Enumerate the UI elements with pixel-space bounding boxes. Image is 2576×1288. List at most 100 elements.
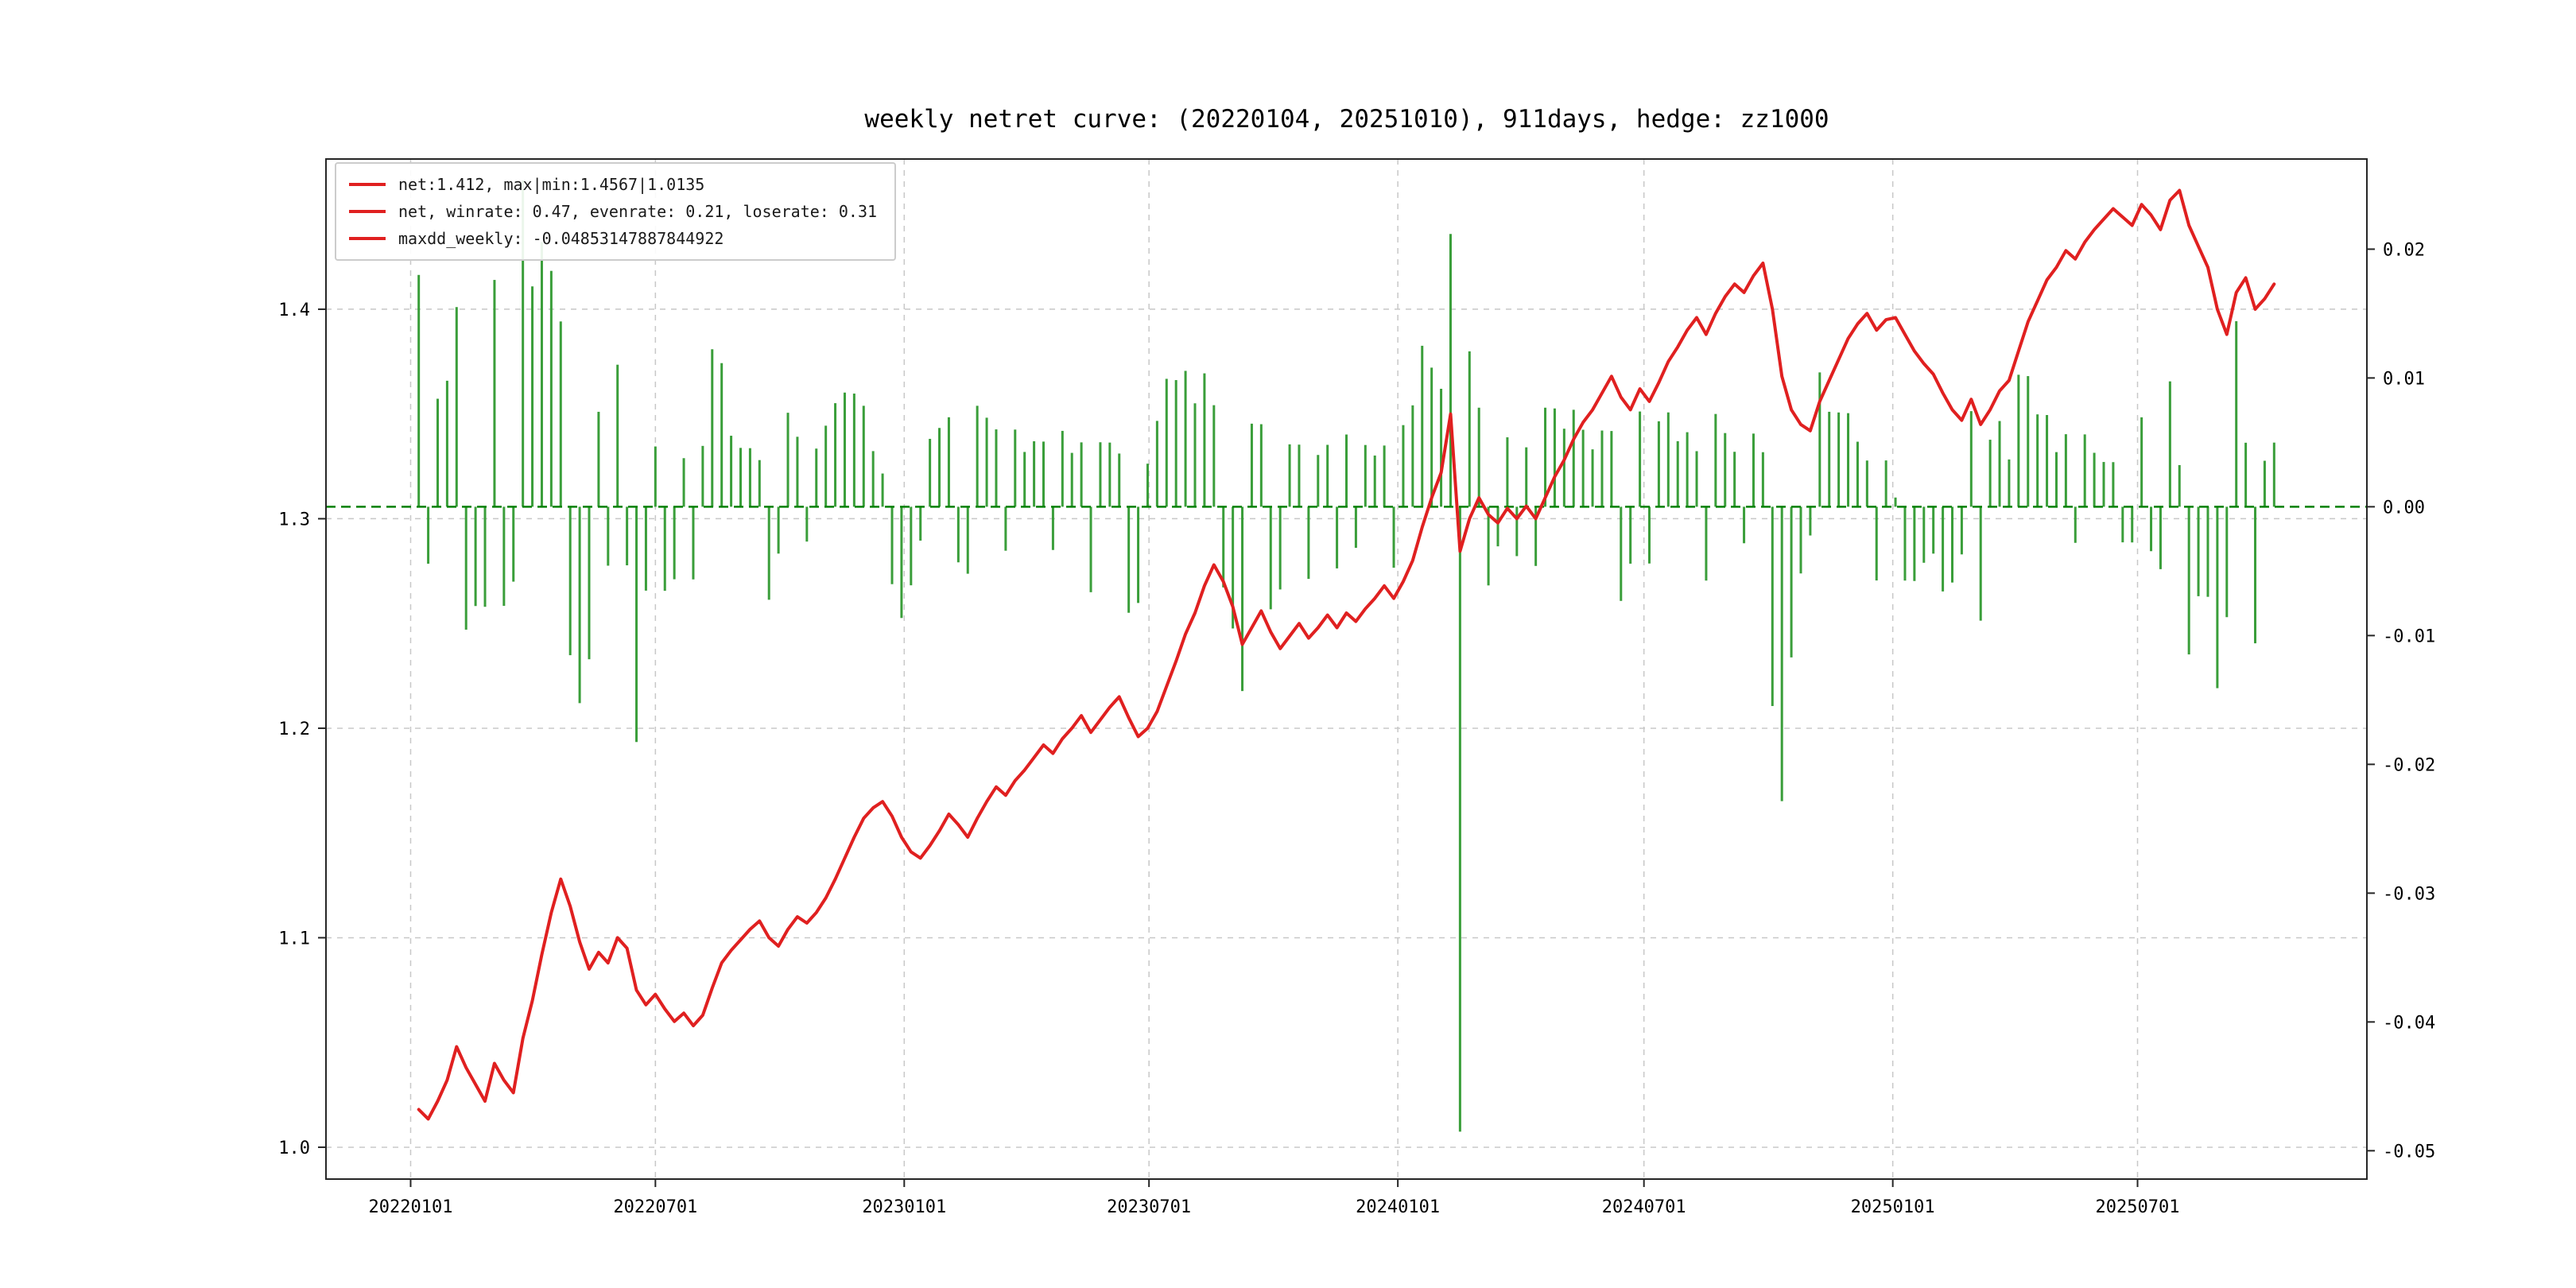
weekly-return-bar bbox=[1336, 506, 1339, 568]
x-tick-label: 20220101 bbox=[368, 1197, 452, 1217]
weekly-return-bar bbox=[2093, 452, 2096, 507]
weekly-return-bar bbox=[436, 398, 439, 507]
weekly-return-bar bbox=[1809, 506, 1812, 536]
weekly-return-bar bbox=[1534, 506, 1538, 566]
weekly-return-bar bbox=[1752, 433, 1755, 507]
weekly-return-bar bbox=[635, 506, 638, 743]
weekly-return-bar bbox=[938, 428, 941, 507]
weekly-return-bar bbox=[890, 506, 894, 584]
weekly-return-bar bbox=[843, 392, 846, 507]
y-right-tick-label: -0.04 bbox=[2383, 1013, 2435, 1033]
y-right-tick-label: 0.02 bbox=[2383, 240, 2425, 260]
weekly-return-bar bbox=[1487, 506, 1490, 586]
legend-item-maxdd: maxdd_weekly: -0.04853147887844922 bbox=[349, 229, 877, 248]
weekly-return-bar bbox=[1743, 506, 1746, 544]
weekly-return-bar bbox=[910, 506, 913, 586]
weekly-return-bar bbox=[1714, 413, 1717, 507]
weekly-return-bar bbox=[2206, 506, 2209, 597]
weekly-return-bar bbox=[2244, 442, 2248, 507]
weekly-return-bar bbox=[711, 349, 714, 507]
weekly-return-bar bbox=[1610, 431, 1613, 507]
weekly-return-bar bbox=[1392, 506, 1395, 568]
weekly-return-bar bbox=[1449, 234, 1452, 507]
weekly-return-bar bbox=[654, 446, 657, 507]
weekly-return-bar bbox=[929, 438, 932, 507]
weekly-return-bar bbox=[815, 448, 818, 507]
weekly-return-bar bbox=[1127, 506, 1131, 613]
weekly-return-bar bbox=[824, 425, 828, 507]
weekly-return-bar bbox=[1837, 412, 1841, 507]
weekly-return-bar bbox=[1165, 378, 1168, 507]
weekly-return-bar bbox=[2074, 506, 2077, 543]
weekly-return-bar bbox=[1639, 411, 1642, 507]
weekly-return-bar bbox=[1865, 460, 1868, 507]
weekly-return-bar bbox=[1856, 441, 1859, 507]
weekly-return-bar bbox=[2187, 506, 2190, 655]
weekly-return-bar bbox=[1383, 445, 1386, 507]
weekly-return-bar bbox=[1951, 506, 1954, 583]
weekly-return-bar bbox=[597, 411, 600, 507]
y-right-tick-label: -0.03 bbox=[2383, 884, 2435, 904]
legend-winrate-label: net, winrate: 0.47, evenrate: 0.21, lose… bbox=[398, 202, 878, 221]
weekly-return-bar bbox=[2131, 506, 2134, 543]
weekly-return-bar bbox=[1232, 506, 1235, 629]
weekly-return-bar bbox=[1241, 506, 1244, 692]
weekly-return-bar bbox=[663, 506, 666, 592]
weekly-return-bar bbox=[1629, 506, 1632, 564]
weekly-return-bar bbox=[1875, 506, 1878, 581]
weekly-return-bar bbox=[493, 280, 496, 507]
weekly-return-bar bbox=[852, 394, 855, 507]
y-left-tick-label: 1.0 bbox=[278, 1139, 310, 1158]
weekly-return-bar bbox=[682, 458, 685, 507]
weekly-return-bar bbox=[1250, 423, 1253, 507]
weekly-return-bar bbox=[2168, 381, 2171, 507]
weekly-return-bar bbox=[1942, 506, 1945, 592]
weekly-return-bar bbox=[2225, 506, 2229, 618]
weekly-return-bar bbox=[834, 403, 837, 507]
weekly-return-bar bbox=[1666, 412, 1670, 507]
weekly-return-bar bbox=[1969, 411, 1973, 507]
weekly-return-bar bbox=[1023, 452, 1026, 507]
weekly-return-bar bbox=[2008, 459, 2011, 507]
weekly-return-bar bbox=[2121, 506, 2124, 543]
weekly-return-bar bbox=[985, 417, 988, 507]
weekly-return-bar bbox=[1326, 444, 1329, 507]
weekly-return-bar bbox=[1724, 433, 1727, 507]
weekly-return-bar bbox=[1686, 432, 1689, 507]
weekly-return-bar bbox=[1421, 345, 1424, 507]
weekly-return-bar bbox=[1932, 506, 1935, 554]
weekly-return-bar bbox=[2140, 417, 2143, 507]
weekly-return-bar bbox=[786, 413, 789, 507]
weekly-return-bar bbox=[1137, 506, 1140, 603]
weekly-return-bar bbox=[777, 506, 780, 554]
weekly-return-bar bbox=[871, 451, 875, 507]
weekly-return-bar bbox=[417, 274, 421, 507]
weekly-return-bar bbox=[1222, 506, 1225, 588]
weekly-return-bar bbox=[1761, 452, 1764, 507]
weekly-return-bar bbox=[1544, 407, 1547, 507]
weekly-return-bar bbox=[2017, 374, 2020, 507]
weekly-return-bar bbox=[1080, 442, 1083, 507]
weekly-return-bar bbox=[644, 506, 647, 591]
weekly-return-bar bbox=[1468, 351, 1471, 507]
x-tick-label: 20250101 bbox=[1851, 1197, 1935, 1217]
weekly-return-bar bbox=[1212, 405, 1216, 507]
y-right-tick-label: -0.02 bbox=[2383, 755, 2435, 775]
weekly-return-bar bbox=[881, 473, 884, 507]
weekly-return-bar bbox=[1298, 444, 1301, 507]
weekly-return-bar bbox=[2150, 506, 2153, 552]
weekly-return-bar bbox=[1402, 425, 1405, 507]
weekly-return-bar bbox=[607, 506, 610, 566]
weekly-return-bar bbox=[805, 506, 809, 542]
x-tick-label: 20220701 bbox=[613, 1197, 697, 1217]
weekly-return-bar bbox=[1780, 506, 1783, 801]
weekly-return-bar bbox=[692, 506, 695, 580]
weekly-return-bar bbox=[1118, 453, 1121, 507]
weekly-return-bar bbox=[1004, 506, 1007, 551]
weekly-return-bar bbox=[1099, 442, 1102, 507]
weekly-return-bar bbox=[483, 506, 487, 607]
weekly-return-bar bbox=[464, 506, 467, 630]
weekly-return-bar bbox=[1042, 441, 1045, 507]
weekly-return-bar bbox=[1089, 506, 1092, 592]
weekly-return-bar bbox=[474, 506, 477, 607]
